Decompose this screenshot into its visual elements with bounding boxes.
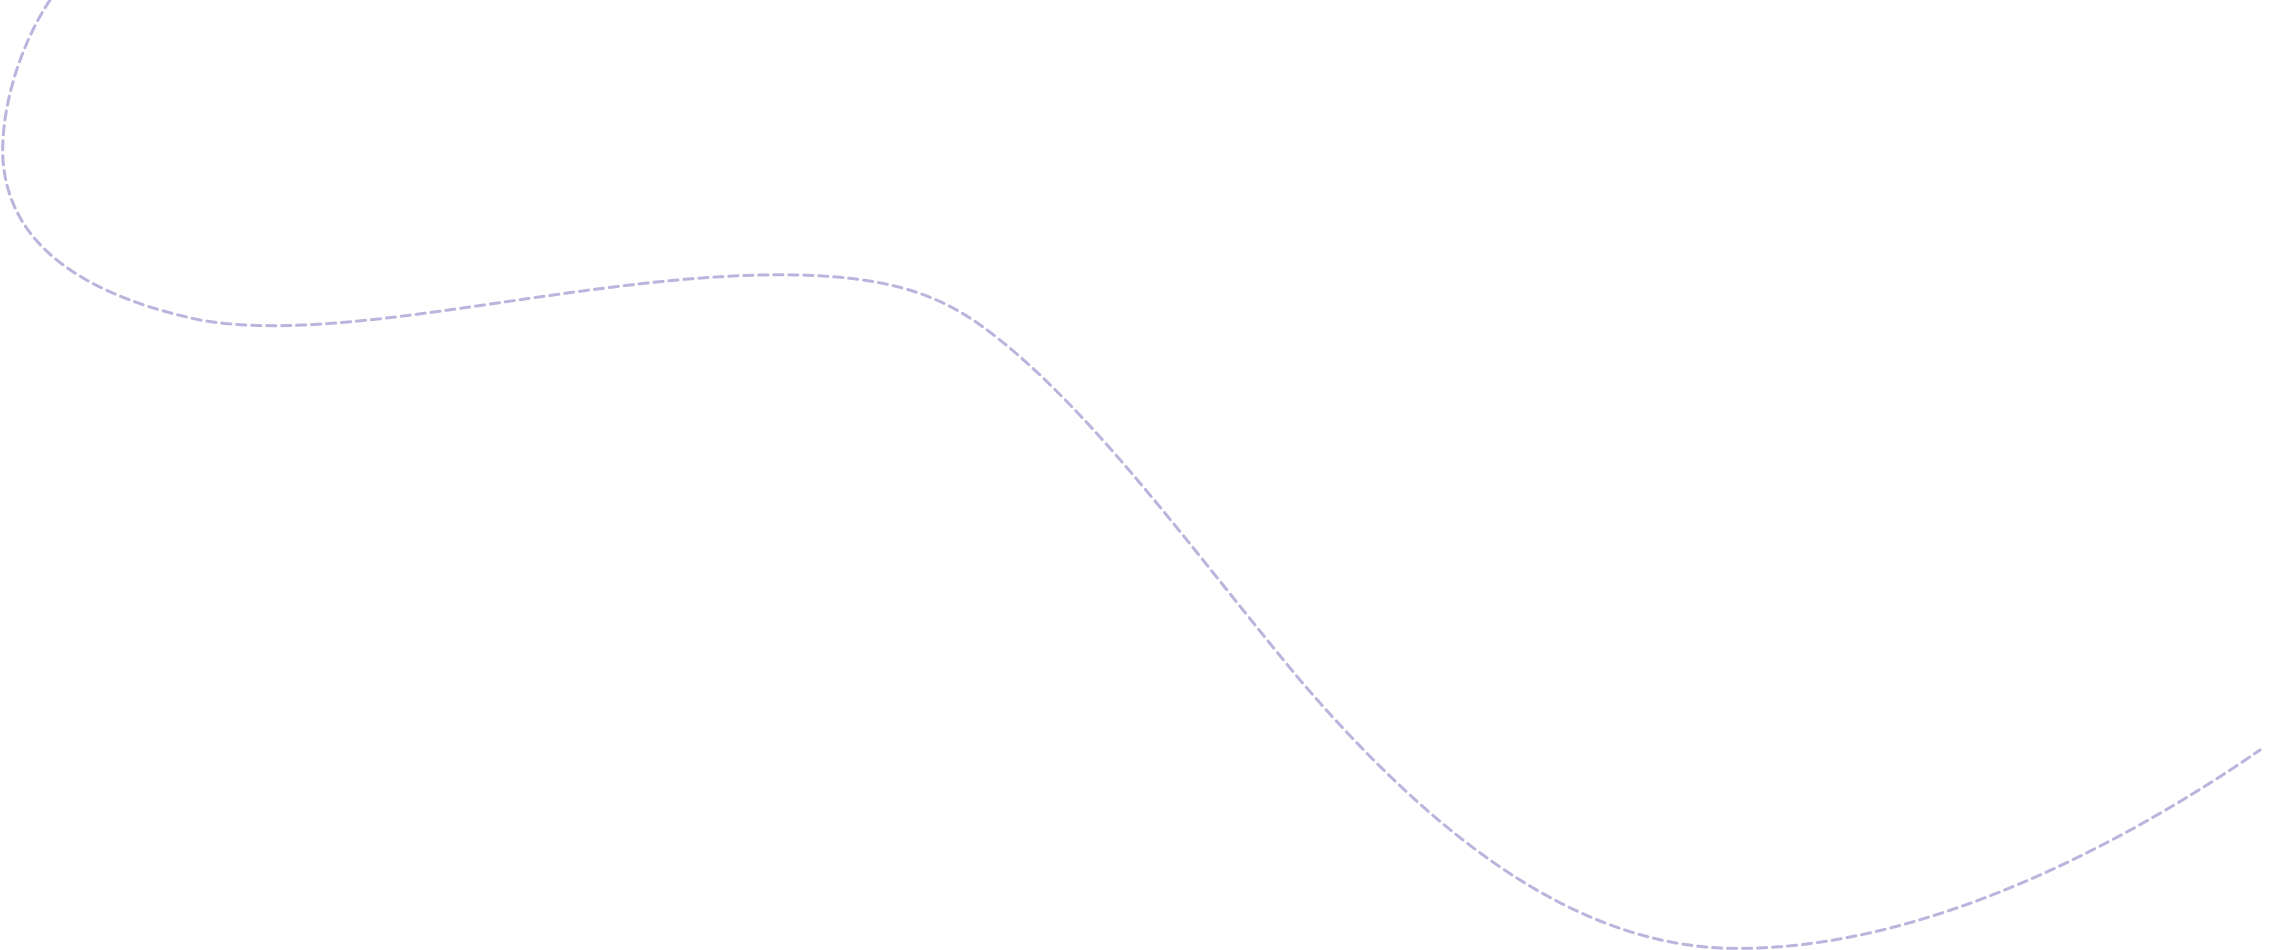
dashed-curve (1, 0, 2262, 950)
page: (() => { const data = JSON.parse(documen… (1, 0, 2262, 950)
background (1, 0, 2262, 950)
